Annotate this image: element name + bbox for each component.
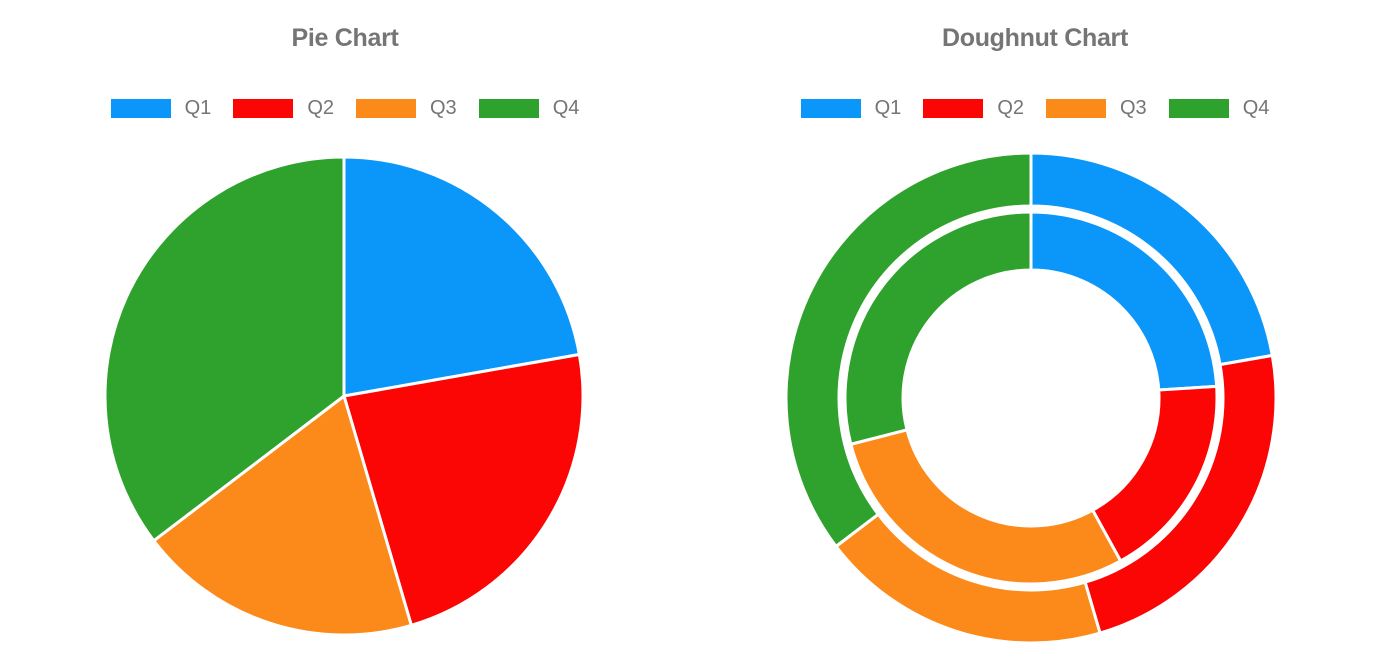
legend-swatch-q3 (356, 98, 416, 118)
doughnut-inner-slice-q4[interactable] (843, 210, 1033, 446)
legend-label: Q1 (874, 97, 902, 119)
legend-item-q3[interactable]: Q3 (1046, 98, 1147, 118)
legend-item-q4[interactable]: Q4 (1168, 97, 1270, 119)
legend-swatch-q4 (1168, 98, 1229, 118)
legend-swatch-q3 (1046, 98, 1106, 118)
legend-item-q1[interactable]: Q1 (110, 97, 212, 119)
legend-label: Q2 (997, 97, 1024, 119)
pie-slice-q2[interactable] (342, 353, 585, 627)
doughnut-chart-panel: Doughnut Chart Q1 Q2 Q3 Q4 (690, 0, 1380, 666)
pie-chart-title: Pie Chart (291, 24, 399, 52)
pie-chart-legend: Q1 Q2 Q3 Q4 (0, 98, 690, 118)
legend-swatch-q1 (110, 98, 171, 118)
doughnut-chart-canvas[interactable] (690, 130, 1380, 666)
doughnut-chart-legend: Q1 Q2 Q3 Q4 (690, 98, 1380, 118)
legend-label: Q4 (1242, 97, 1270, 119)
pie-chart-canvas[interactable] (0, 130, 690, 666)
pie-slice-q1[interactable] (342, 155, 581, 398)
legend-item-q2[interactable]: Q2 (923, 98, 1024, 118)
legend-item-q2[interactable]: Q2 (233, 98, 334, 118)
legend-swatch-q2 (233, 98, 294, 118)
legend-item-q3[interactable]: Q3 (356, 98, 457, 118)
pie-slice-q4[interactable] (103, 155, 346, 543)
legend-label: Q2 (307, 97, 334, 119)
pie-chart-panel: Pie Chart Q1 Q2 Q3 Q4 (0, 24, 690, 666)
doughnut-chart-title: Doughnut Chart (941, 24, 1129, 52)
legend-swatch-q4 (478, 98, 539, 118)
legend-label: Q4 (552, 97, 580, 119)
pie-slice-q3[interactable] (152, 394, 413, 637)
legend-label: Q3 (1120, 97, 1147, 119)
legend-label: Q1 (184, 97, 212, 119)
legend-label: Q3 (430, 97, 457, 119)
legend-item-q1[interactable]: Q1 (800, 97, 902, 119)
legend-swatch-q2 (923, 98, 984, 118)
legend-item-q4[interactable]: Q4 (478, 97, 580, 119)
legend-swatch-q1 (800, 98, 861, 118)
doughnut-outer-slice-q4[interactable] (784, 151, 1033, 548)
doughnut-inner-slice-q3[interactable] (849, 428, 1123, 586)
